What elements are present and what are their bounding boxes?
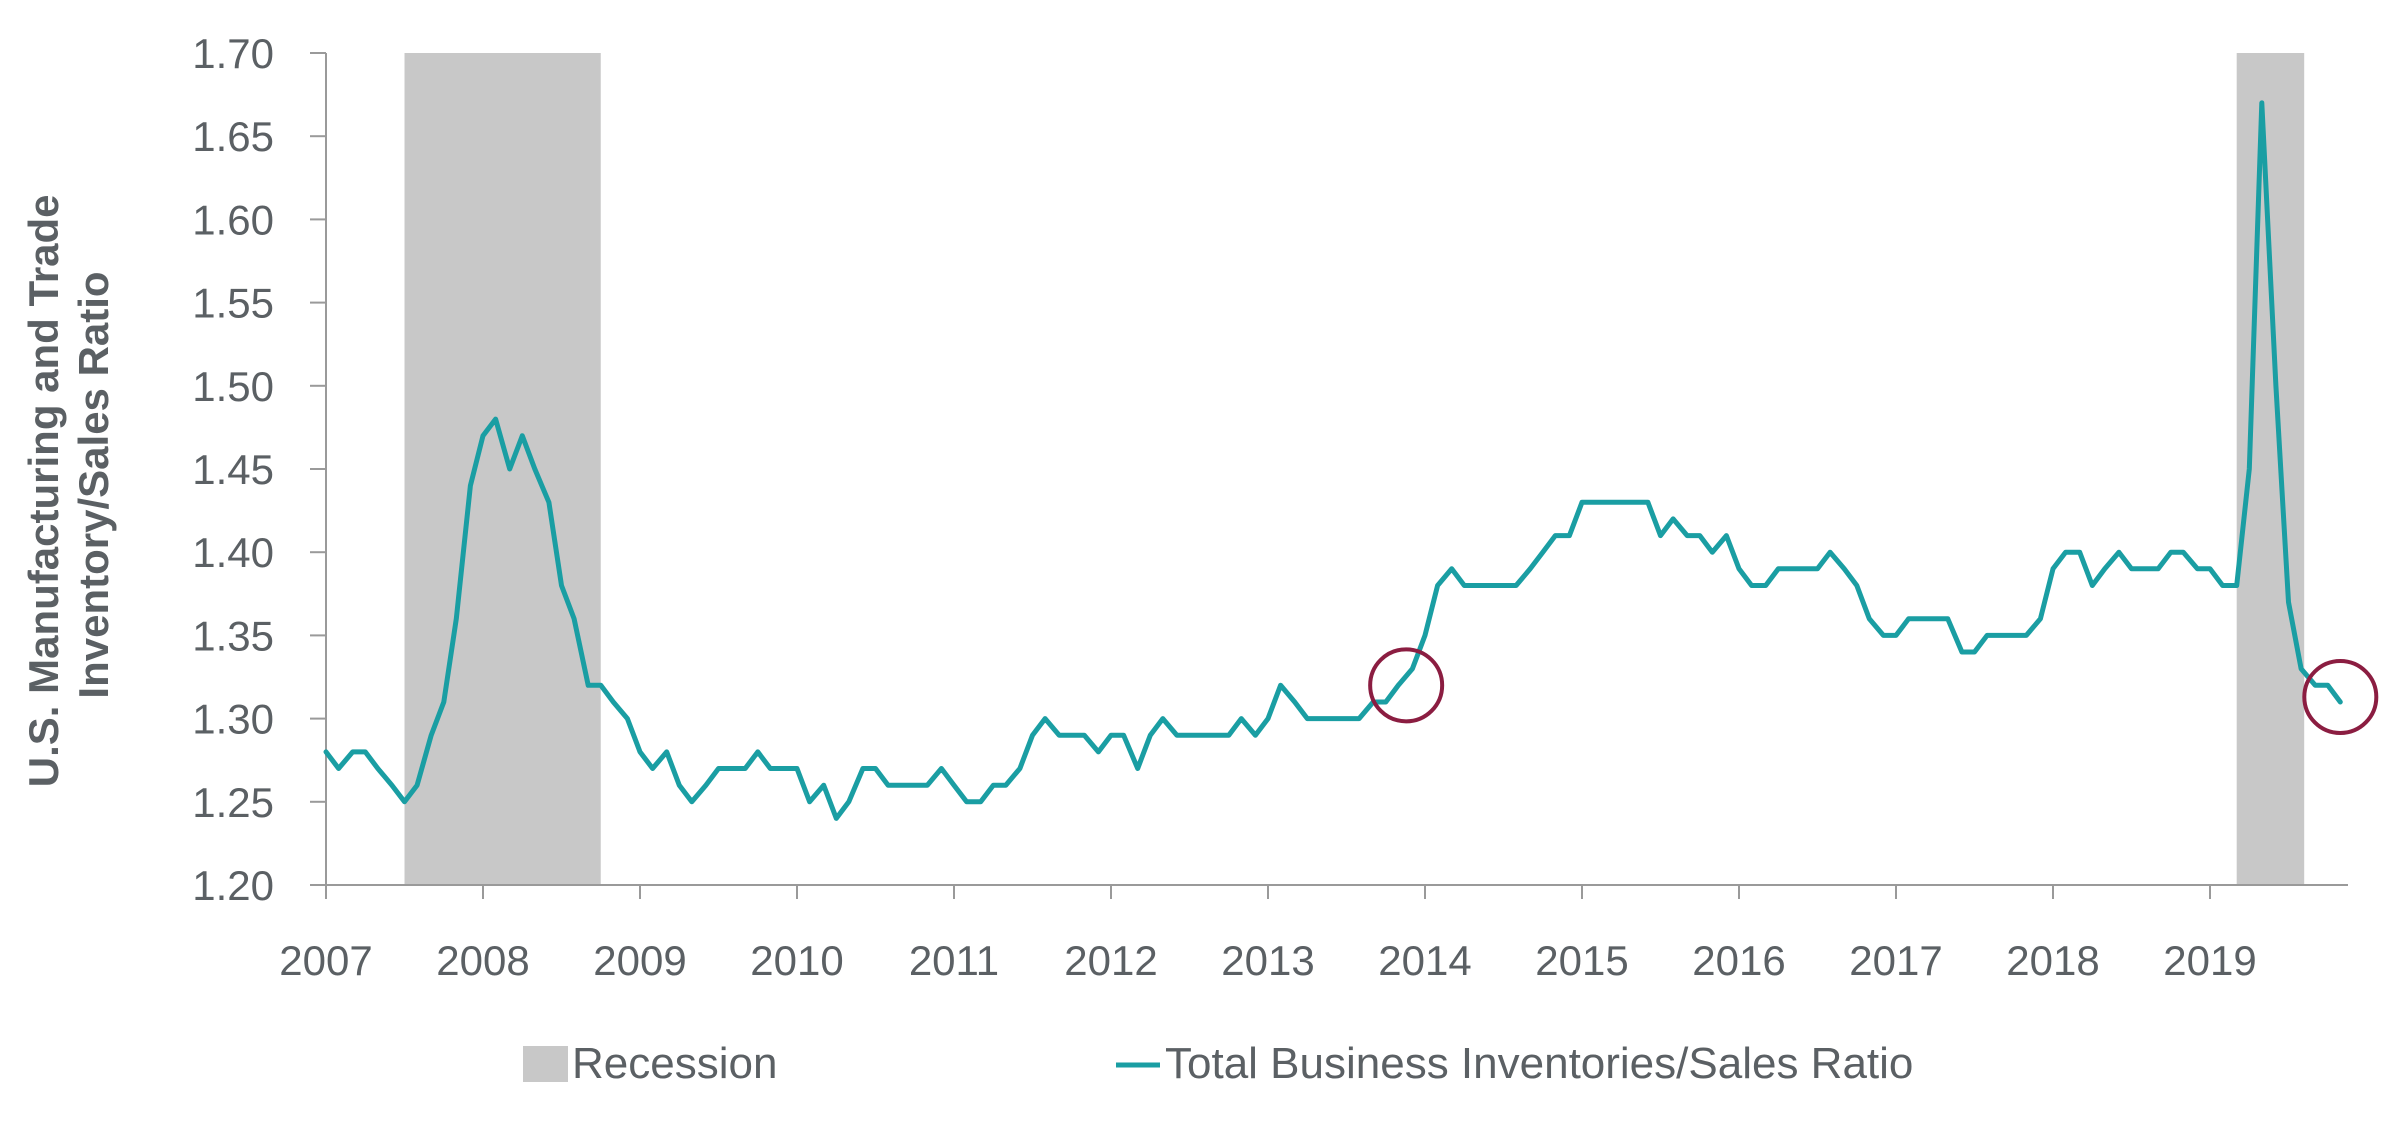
x-tick-label: 2008 <box>436 937 529 984</box>
legend: Recession Total Business Inventories/Sal… <box>523 1039 1913 1088</box>
annotation-circle <box>1368 647 1445 724</box>
x-tick-label: 2009 <box>593 937 686 984</box>
x-tick-label: 2016 <box>1692 937 1785 984</box>
y-tick-label: 1.45 <box>192 446 274 493</box>
x-tick-label: 2010 <box>750 937 843 984</box>
y-tick-label: 1.20 <box>192 862 274 909</box>
x-tick-label: 2012 <box>1064 937 1157 984</box>
annotation-circle <box>2302 658 2379 735</box>
y-tick-label: 1.60 <box>192 196 274 243</box>
x-tick-label: 2007 <box>279 937 372 984</box>
legend-series-label: Total Business Inventories/Sales Ratio <box>1165 1039 1913 1088</box>
x-tick-labels: 2007 2008 2009 2010 2011 2012 2013 2014 2015 2016… <box>279 885 2257 984</box>
y-tick-label: 1.50 <box>192 363 274 410</box>
series-layer <box>323 100 2343 821</box>
y-tick-label: 1.70 <box>192 30 274 77</box>
y-tick-label: 1.65 <box>192 113 274 160</box>
x-tick-label: 2011 <box>909 937 999 984</box>
y-tick-labels: 1.20 1.25 1.30 1.35 1.40 1.45 1.50 1.55 1.60 1.65… <box>192 30 326 909</box>
y-tick-label: 1.40 <box>192 529 274 576</box>
y-axis-label-line-1: U.S. Manufacturing and Trade <box>20 194 67 787</box>
series-line <box>323 100 2343 821</box>
x-tick-label: 2014 <box>1378 937 1471 984</box>
y-axis-label: U.S. Manufacturing and Trade Inventory/S… <box>20 183 117 787</box>
legend-recession-swatch <box>523 1046 568 1082</box>
x-tick-label: 2015 <box>1535 937 1628 984</box>
y-tick-label: 1.25 <box>192 779 274 826</box>
y-tick-label: 1.30 <box>192 696 274 743</box>
x-tick-label: 2018 <box>2006 937 2099 984</box>
y-tick-label: 1.55 <box>192 280 274 327</box>
axes <box>325 53 2348 886</box>
x-tick-label: 2017 <box>1849 937 1942 984</box>
legend-recession-label: Recession <box>572 1039 777 1088</box>
y-tick-label: 1.35 <box>192 612 274 659</box>
x-tick-label: 2013 <box>1221 937 1314 984</box>
recession-bands <box>404 53 2305 885</box>
recession-band <box>404 53 601 885</box>
annotations <box>1368 647 2379 735</box>
x-tick-label: 2019 <box>2163 937 2256 984</box>
y-axis-label-line-2: Inventory/Sales Ratio <box>70 271 117 698</box>
